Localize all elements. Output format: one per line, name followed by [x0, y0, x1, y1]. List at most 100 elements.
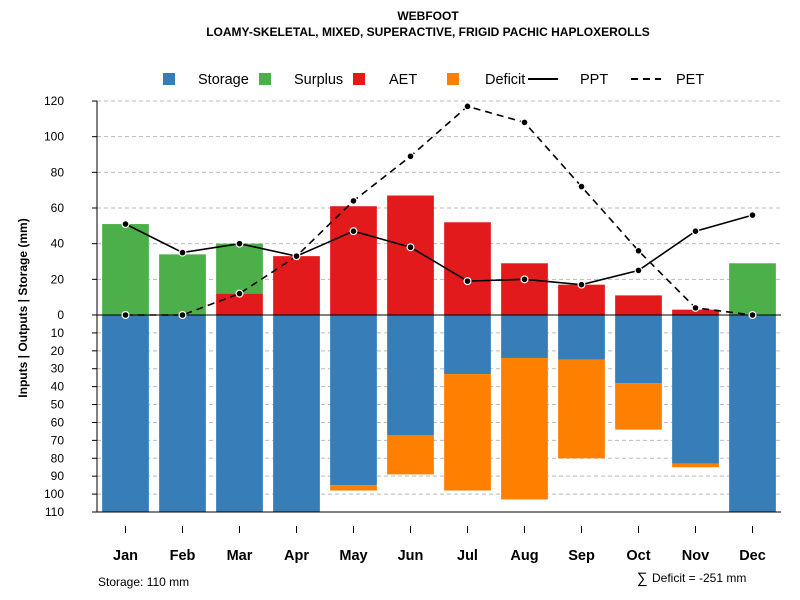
storage-bar-feb — [159, 315, 206, 512]
legend-swatch-deficit — [447, 73, 459, 85]
axes — [96, 101, 781, 513]
ppt-point-feb — [178, 248, 187, 257]
storage-bar-mar — [216, 315, 263, 512]
y-axis-ticks: 0 20 40 60 80 100 120 10 20 30 40 50 60 70 80 90 100 110 — [44, 94, 97, 519]
pet-point-apr — [292, 252, 301, 261]
aet-bar-jul — [444, 222, 491, 315]
y-tick-label: 60 — [51, 201, 65, 215]
y-tick-label: 110 — [45, 505, 64, 519]
ppt-point-may — [349, 227, 358, 236]
x-tick-label-oct: Oct — [626, 548, 650, 564]
chart-title: WEBFOOT — [397, 9, 459, 23]
y-tick-label: 120 — [44, 94, 64, 108]
ppt-point-sep — [577, 280, 586, 289]
ppt-point-mar — [235, 239, 244, 248]
deficit-bar-aug — [501, 357, 548, 500]
deficit-bar-jun — [387, 434, 434, 475]
x-tick-label-jan: Jan — [113, 548, 138, 564]
y-tick-label: 50 — [51, 398, 65, 412]
surplus-bar-jan — [102, 224, 149, 315]
pet-point-may — [349, 196, 358, 205]
x-tick-label-jun: Jun — [398, 548, 424, 564]
legend-swatch-storage — [163, 73, 175, 85]
y-tick-label: 40 — [51, 237, 65, 251]
deficit-sum-symbol: ∑ — [637, 570, 648, 587]
pet-point-jun — [406, 152, 415, 161]
deficit-bar-nov — [672, 463, 719, 468]
deficit-bar-sep — [558, 359, 605, 459]
deficit-bar-jul — [444, 374, 491, 491]
x-tick-label-nov: Nov — [682, 548, 709, 564]
y-tick-label: 60 — [51, 415, 65, 429]
pet-point-nov — [691, 303, 700, 312]
x-axis-ticks: Jan Feb Mar Apr May Jun Jul Aug Sep Oct Nov Dec — [113, 526, 766, 564]
aet-bar-sep — [558, 284, 605, 315]
storage-bar-aug — [501, 315, 548, 358]
storage-bar-dec — [729, 315, 776, 512]
pet-line — [125, 105, 753, 316]
storage-bar-apr — [273, 315, 320, 512]
deficit-bar-oct — [615, 383, 662, 430]
y-tick-label: 100 — [44, 487, 64, 501]
y-tick-label: 10 — [51, 326, 65, 340]
y-tick-label: 80 — [51, 165, 65, 179]
ppt-point-jan — [121, 220, 130, 229]
aet-bar-nov — [672, 309, 719, 315]
bars — [102, 195, 776, 512]
ppt-point-oct — [634, 266, 643, 275]
series-points — [121, 102, 757, 320]
storage-note: Storage: 110 mm — [98, 575, 189, 589]
x-tick-label-sep: Sep — [568, 548, 595, 564]
aet-bar-mar — [216, 293, 263, 315]
ppt-line — [125, 214, 753, 286]
deficit-note: Deficit = -251 mm — [652, 571, 746, 585]
x-tick-label-mar: Mar — [227, 548, 253, 564]
x-tick-label-may: May — [339, 548, 367, 564]
legend-label-aet: AET — [389, 72, 417, 88]
aet-bar-may — [330, 206, 377, 315]
legend-swatch-aet — [353, 73, 365, 85]
aet-bar-oct — [615, 295, 662, 315]
pet-point-jan — [121, 311, 130, 320]
ppt-point-nov — [691, 227, 700, 236]
series-lines — [125, 105, 753, 316]
storage-bar-jan — [102, 315, 149, 512]
storage-bar-jul — [444, 315, 491, 375]
aet-bar-apr — [273, 256, 320, 315]
chart-subtitle: LOAMY-SKELETAL, MIXED, SUPERACTIVE, FRIG… — [206, 25, 650, 39]
deficit-bar-may — [330, 485, 377, 491]
legend-swatch-surplus — [259, 73, 271, 85]
surplus-bar-dec — [729, 263, 776, 315]
legend-label-storage: Storage — [198, 72, 249, 88]
pet-point-oct — [634, 246, 643, 255]
y-tick-label: 20 — [51, 344, 65, 358]
pet-point-jul — [463, 102, 472, 111]
ppt-point-jul — [463, 277, 472, 286]
grid-lines — [97, 100, 781, 495]
legend-label-deficit: Deficit — [485, 72, 525, 88]
legend: Storage Surplus AET Deficit PPT PET — [163, 72, 704, 88]
x-tick-label-aug: Aug — [510, 548, 538, 564]
y-tick-label: 20 — [51, 272, 65, 286]
pet-point-dec — [748, 311, 757, 320]
x-tick-label-dec: Dec — [739, 548, 766, 564]
y-tick-label: 90 — [51, 469, 65, 483]
storage-bar-sep — [558, 315, 605, 360]
pet-point-sep — [577, 182, 586, 191]
aet-bar-jun — [387, 195, 434, 315]
x-tick-label-jul: Jul — [457, 548, 478, 564]
legend-label-ppt: PPT — [580, 72, 608, 88]
storage-bar-jun — [387, 315, 434, 435]
y-tick-label: 80 — [51, 451, 65, 465]
x-tick-label-apr: Apr — [284, 548, 309, 564]
ppt-point-dec — [748, 211, 757, 220]
y-tick-label: 100 — [44, 130, 64, 144]
legend-label-pet: PET — [676, 72, 704, 88]
y-tick-label: 70 — [51, 433, 65, 447]
aet-bar-aug — [501, 263, 548, 315]
storage-bar-oct — [615, 315, 662, 384]
pet-point-mar — [235, 289, 244, 298]
x-tick-label-feb: Feb — [170, 548, 196, 564]
legend-label-surplus: Surplus — [294, 72, 343, 88]
